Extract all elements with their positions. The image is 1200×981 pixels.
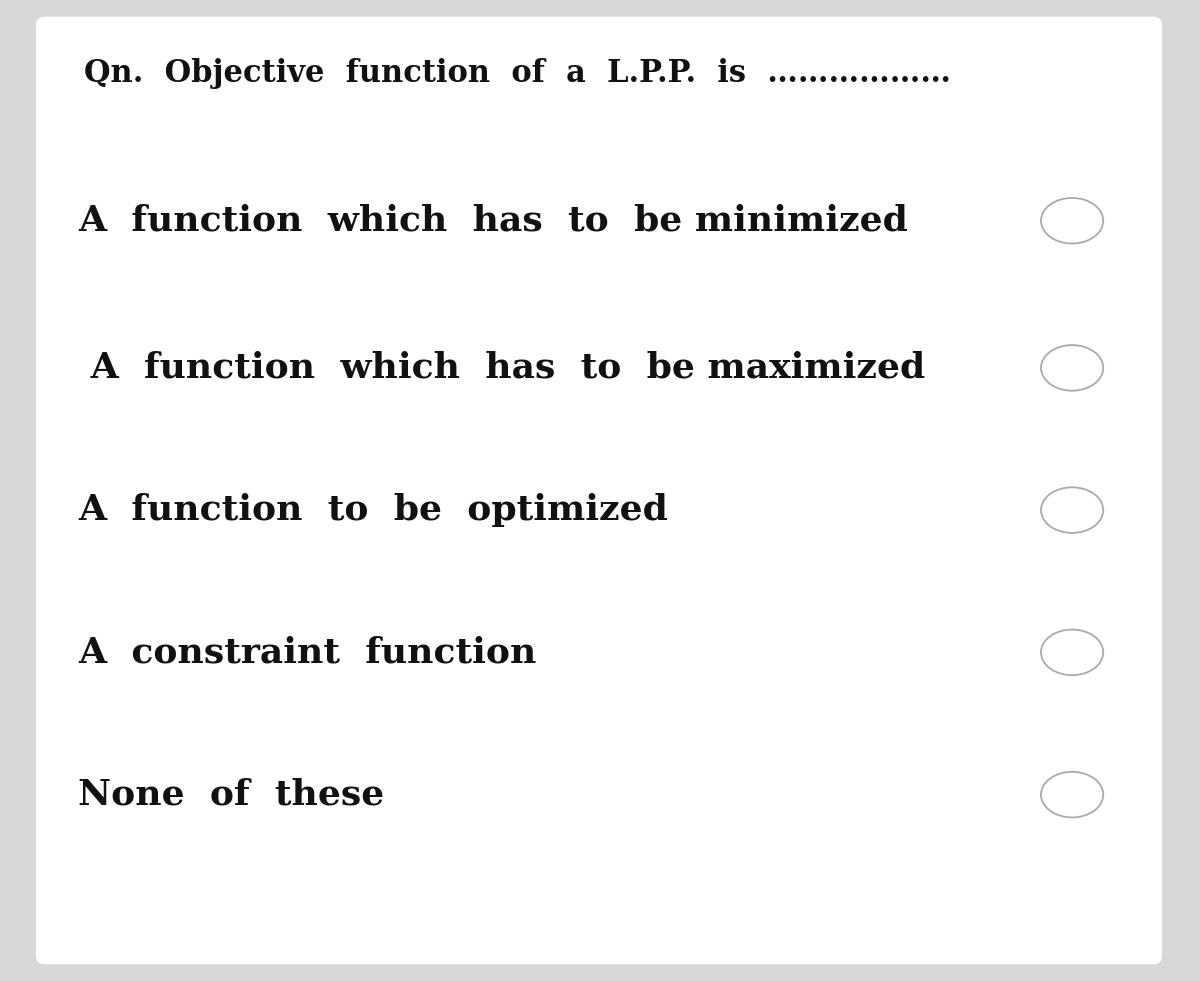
- Text: A  function  which  has  to  be minimized: A function which has to be minimized: [78, 204, 907, 237]
- Text: A  function  to  be  optimized: A function to be optimized: [78, 493, 667, 527]
- FancyBboxPatch shape: [36, 17, 1162, 964]
- Text: Qn.  Objective  function  of  a  L.P.P.  is  ………………: Qn. Objective function of a L.P.P. is ………: [84, 58, 950, 89]
- Ellipse shape: [1040, 772, 1103, 817]
- Text: A  constraint  function: A constraint function: [78, 636, 536, 669]
- Ellipse shape: [1040, 345, 1103, 390]
- Text: None  of  these: None of these: [78, 778, 384, 811]
- Ellipse shape: [1040, 488, 1103, 533]
- Ellipse shape: [1040, 630, 1103, 675]
- Text: A  function  which  has  to  be maximized: A function which has to be maximized: [78, 351, 925, 385]
- Ellipse shape: [1040, 198, 1103, 243]
